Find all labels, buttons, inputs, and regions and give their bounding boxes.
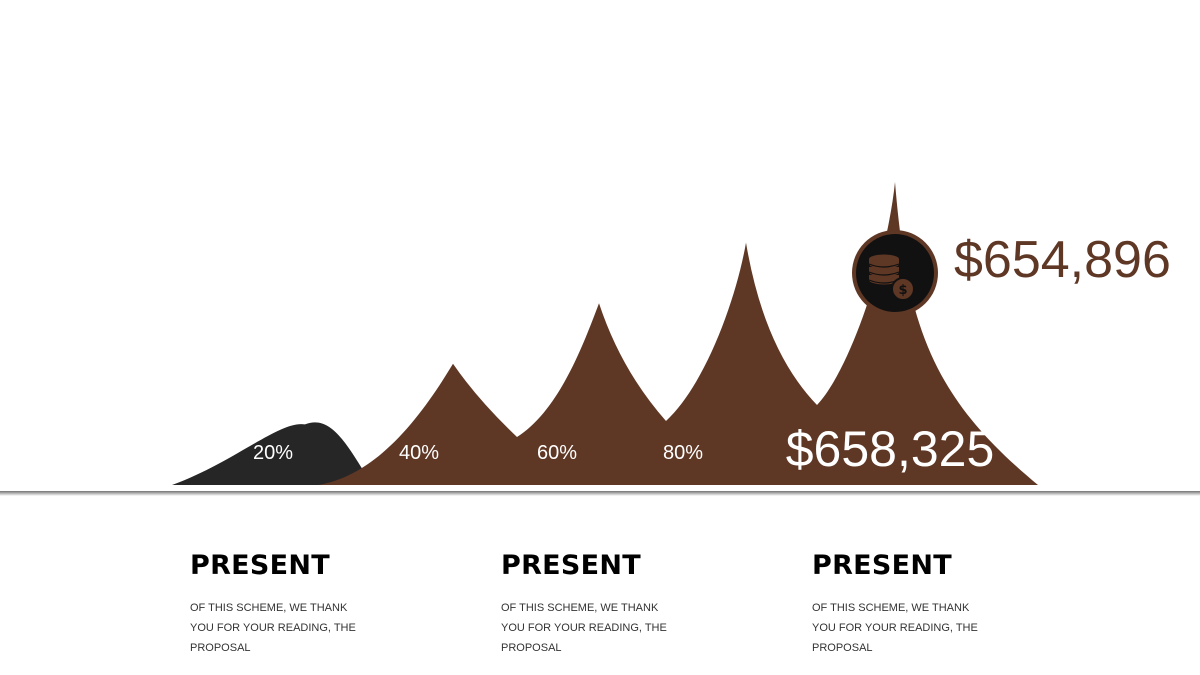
peak-brown-silhouette [318, 182, 1038, 485]
block-title: PRESENT [812, 550, 953, 581]
category-label-4: 80% [663, 442, 703, 464]
info-block-3: PRESENT OF THIS SCHEME, WE THANK YOU FOR… [812, 548, 1012, 658]
category-label-3: 60% [537, 442, 577, 464]
category-label-2: 40% [399, 442, 439, 464]
block-text: OF THIS SCHEME, WE THANK YOU FOR YOUR RE… [190, 602, 356, 654]
category-label-5: $658,325 [786, 421, 995, 477]
block-text: OF THIS SCHEME, WE THANK YOU FOR YOUR RE… [501, 602, 667, 654]
baseline-shadow [0, 491, 1200, 496]
labels-layer: 20% 40% 60% 80% $658,325 $654,896 [253, 231, 1171, 477]
block-title: PRESENT [190, 550, 331, 581]
coins-dollar-icon: $ [852, 230, 938, 316]
peaks-layer [0, 182, 1200, 491]
block-title: PRESENT [501, 550, 642, 581]
block-text: OF THIS SCHEME, WE THANK YOU FOR YOUR RE… [812, 602, 978, 654]
info-block-2: PRESENT OF THIS SCHEME, WE THANK YOU FOR… [501, 548, 701, 658]
peak-1 [172, 422, 372, 485]
svg-text:$: $ [898, 283, 907, 298]
peak-value-label: $654,896 [954, 231, 1171, 289]
category-label-1: 20% [253, 442, 293, 464]
baseline [0, 485, 1200, 491]
info-block-1: PRESENT OF THIS SCHEME, WE THANK YOU FOR… [190, 548, 390, 658]
